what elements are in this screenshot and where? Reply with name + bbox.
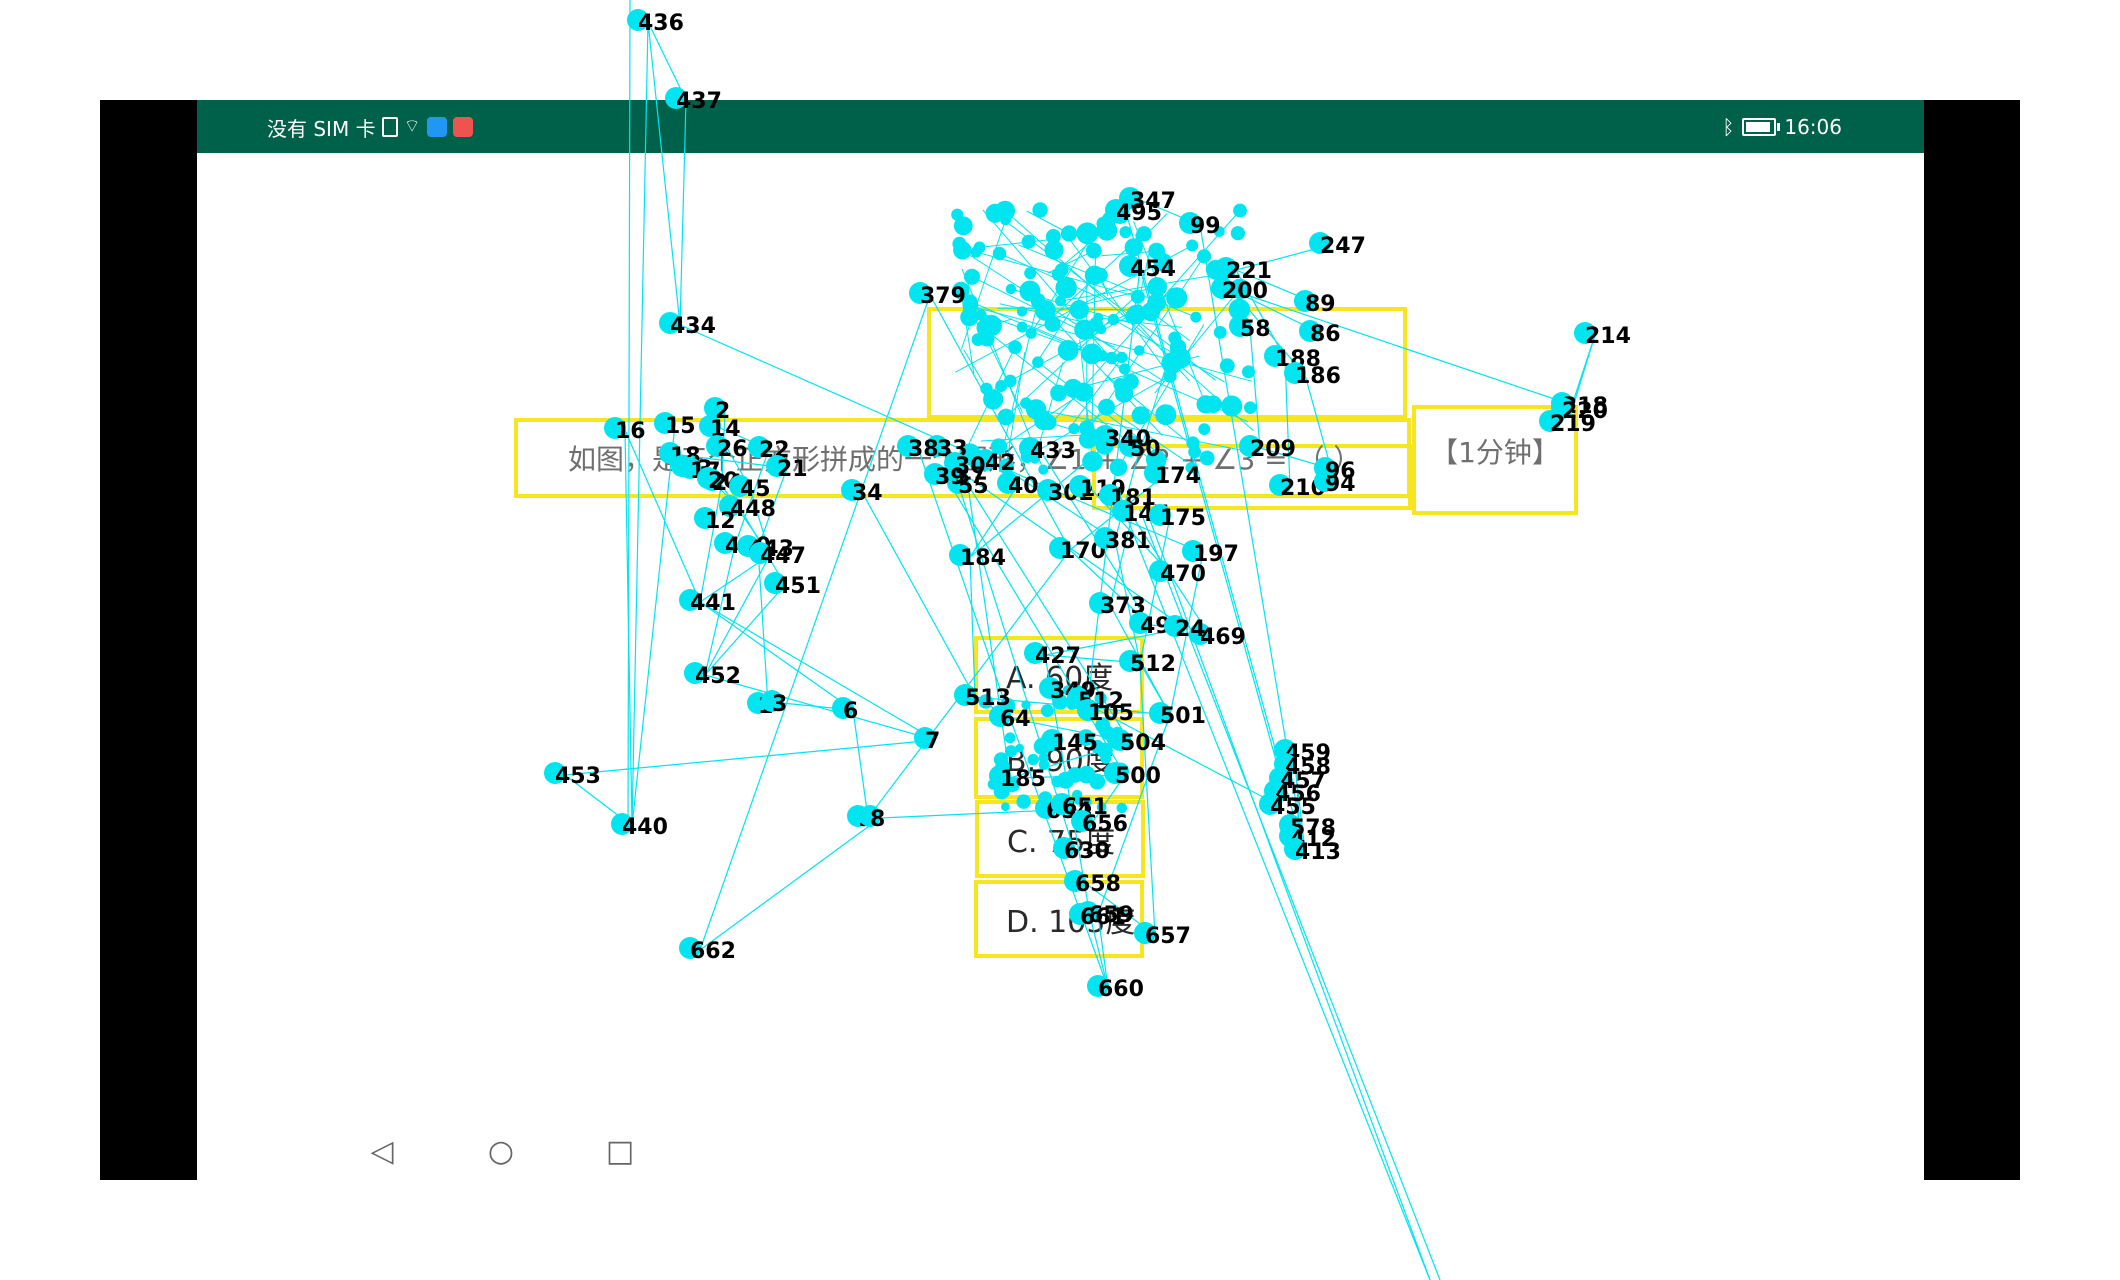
sim-icon bbox=[381, 117, 398, 137]
status-right: ᛒ 16:06 bbox=[1722, 114, 1842, 140]
option-d[interactable]: D. 105度 bbox=[974, 880, 1144, 958]
wifi-icon: ⌔ bbox=[403, 116, 421, 137]
battery-icon bbox=[1742, 118, 1781, 136]
app-notification-icon bbox=[426, 117, 447, 137]
timer-label[interactable]: 【1分钟】 bbox=[1412, 405, 1578, 515]
trace-label: 436 bbox=[638, 11, 684, 36]
option-a[interactable]: A. 60度 bbox=[974, 636, 1144, 714]
bluetooth-icon: ᛒ bbox=[1722, 115, 1735, 139]
option-c[interactable]: C. 75度 bbox=[975, 800, 1145, 878]
carrier-label: 没有 SIM 卡 bbox=[267, 116, 376, 141]
trace-point bbox=[627, 9, 649, 31]
status-left: 没有 SIM 卡 ⌔ bbox=[267, 114, 473, 141]
photo-notification-icon bbox=[452, 117, 473, 137]
option-b[interactable]: B. 90度 bbox=[974, 717, 1144, 799]
back-icon[interactable]: ◁ bbox=[370, 1134, 394, 1169]
navigation-bar bbox=[197, 1120, 1924, 1180]
home-icon[interactable]: ○ bbox=[487, 1134, 515, 1169]
clock: 16:06 bbox=[1784, 115, 1842, 139]
trace-line bbox=[647, 21, 687, 101]
recent-apps-icon[interactable]: □ bbox=[605, 1134, 635, 1169]
question-text[interactable]: 如图，是三个正方形拼成的一个图形，∠1 + ∠2 + ∠3 = （ ） bbox=[514, 418, 1411, 498]
status-bar: 没有 SIM 卡 ⌔ ᛒ 16:06 bbox=[197, 100, 1924, 153]
question-figure[interactable] bbox=[927, 307, 1407, 419]
